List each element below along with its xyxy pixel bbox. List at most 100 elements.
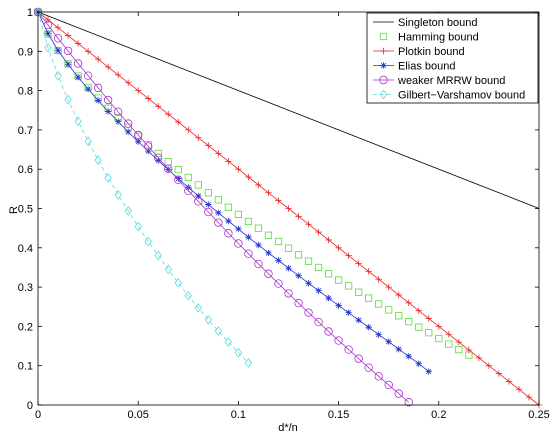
data-point-gilbert-varshamov-bound (154, 250, 162, 261)
data-point-plotkin-bound (335, 244, 342, 251)
series-line-elias-bound (37, 11, 430, 372)
data-point-weaker-mrrw-bound (194, 197, 203, 206)
data-point-plotkin-bound (445, 331, 453, 338)
legend-entry-singleton-bound: Singleton bound (373, 17, 478, 29)
y-tick-label: 0.3 (18, 282, 33, 294)
data-point-elias-bound (135, 138, 142, 145)
data-point-elias-bound (225, 217, 232, 225)
data-point-plotkin-bound (325, 236, 332, 244)
data-point-plotkin-bound (285, 205, 292, 212)
data-point-weaker-mrrw-bound (224, 229, 233, 238)
data-point-plotkin-bound (425, 315, 432, 322)
data-point-gilbert-varshamov-bound (234, 347, 243, 358)
data-point-weaker-mrrw-bound (73, 59, 83, 68)
x-tick-label: 0.25 (528, 409, 549, 421)
data-point-hamming-bound (405, 318, 413, 326)
legend-entry-plotkin-bound: Plotkin bound (373, 46, 465, 58)
data-point-weaker-mrrw-bound (144, 142, 153, 151)
data-point-plotkin-bound (365, 268, 372, 275)
data-point-weaker-mrrw-bound (314, 317, 323, 327)
data-point-weaker-mrrw-bound (374, 372, 383, 381)
data-point-plotkin-bound (195, 134, 202, 141)
data-point-gilbert-varshamov-bound (244, 358, 253, 368)
data-point-elias-bound (395, 345, 402, 353)
data-point-plotkin-bound (515, 386, 523, 393)
series-line-singleton-bound (37, 11, 540, 209)
y-tick-label: 0.6 (18, 164, 33, 176)
data-point-plotkin-bound (114, 71, 122, 79)
data-point-weaker-mrrw-bound (354, 354, 363, 363)
y-tick-label: 0.7 (18, 125, 33, 137)
x-axis-ticks: 0 0.05 0.1 0.15 0.2 0.25 (35, 12, 550, 421)
legend-entry-hamming-bound: Hamming bound (379, 32, 479, 44)
data-point-plotkin-bound (465, 346, 473, 354)
data-point-elias-bound (114, 118, 122, 125)
data-point-plotkin-bound (355, 260, 362, 267)
data-point-gilbert-varshamov-bound (74, 116, 82, 127)
data-point-elias-bound (54, 47, 62, 54)
data-point-elias-bound (345, 309, 352, 316)
data-point-weaker-mrrw-bound (184, 186, 193, 196)
y-axis-ticks: 0 0.1 0.2 0.3 0.4 0.5 0.6 0.7 0.8 0.9 1 (18, 7, 539, 412)
data-point-elias-bound (175, 175, 182, 182)
data-point-plotkin-bound (385, 283, 392, 291)
data-point-gilbert-varshamov-bound (124, 205, 132, 216)
data-point-elias-bound (94, 97, 102, 104)
data-point-plotkin-bound (265, 189, 272, 196)
data-point-elias-bound (215, 209, 222, 217)
data-point-weaker-mrrw-bound (404, 398, 413, 407)
series-line-gilbert-varshamov-bound (37, 11, 249, 364)
data-point-plotkin-bound (255, 181, 262, 189)
data-point-elias-bound (64, 61, 72, 68)
data-point-elias-bound (415, 360, 422, 367)
data-point-hamming-bound (254, 224, 263, 232)
data-point-elias-bound (205, 201, 212, 208)
data-point-weaker-mrrw-bound (344, 345, 353, 354)
data-point-gilbert-varshamov-bound (64, 94, 72, 105)
data-point-plotkin-bound (54, 24, 62, 31)
data-point-weaker-mrrw-bound (364, 363, 373, 372)
data-point-plotkin-bound (415, 307, 422, 314)
data-point-weaker-mrrw-bound (244, 249, 253, 258)
data-point-gilbert-varshamov-bound (44, 42, 52, 53)
data-point-hamming-bound (274, 237, 283, 246)
data-point-weaker-mrrw-bound (274, 279, 283, 288)
data-point-hamming-bound (375, 300, 383, 308)
data-point-gilbert-varshamov-bound (224, 337, 233, 347)
data-point-weaker-mrrw-bound (133, 130, 143, 140)
data-point-plotkin-bound (435, 323, 442, 330)
data-point-weaker-mrrw-bound (123, 119, 133, 128)
legend-swatch-marker (379, 89, 388, 100)
legend-label: Singleton bound (398, 17, 478, 29)
y-tick-label: 0.4 (18, 243, 33, 255)
data-point-gilbert-varshamov-bound (54, 70, 62, 81)
data-point-plotkin-bound (295, 213, 302, 220)
legend-entry-elias-bound: Elias bound (373, 61, 456, 73)
data-point-elias-bound (405, 353, 412, 360)
data-point-weaker-mrrw-bound (304, 308, 313, 317)
data-point-elias-bound (425, 368, 432, 375)
data-point-elias-bound (104, 108, 112, 115)
data-point-elias-bound (265, 249, 272, 257)
legend-label: weaker MRRW bound (397, 75, 505, 87)
data-point-hamming-bound (324, 270, 333, 278)
data-point-plotkin-bound (395, 291, 402, 299)
data-point-weaker-mrrw-bound (384, 380, 393, 390)
data-point-weaker-mrrw-bound (93, 83, 103, 93)
data-point-elias-bound (295, 272, 302, 279)
data-point-elias-bound (74, 74, 82, 81)
data-point-elias-bound (145, 147, 152, 155)
data-point-weaker-mrrw-bound (284, 289, 293, 298)
y-axis-label: R (8, 206, 20, 214)
data-point-gilbert-varshamov-bound (164, 264, 172, 275)
series-weaker-mrrw-bound (33, 7, 413, 407)
y-tick-label: 0 (27, 400, 33, 412)
legend-swatch-marker (380, 62, 387, 69)
x-axis-label: d*/n (278, 422, 298, 434)
data-point-elias-bound (44, 30, 52, 37)
data-point-plotkin-bound (245, 173, 252, 181)
data-point-plotkin-bound (124, 79, 132, 86)
data-point-plotkin-bound (64, 32, 72, 39)
data-point-elias-bound (365, 323, 372, 331)
data-point-elias-bound (84, 85, 92, 93)
